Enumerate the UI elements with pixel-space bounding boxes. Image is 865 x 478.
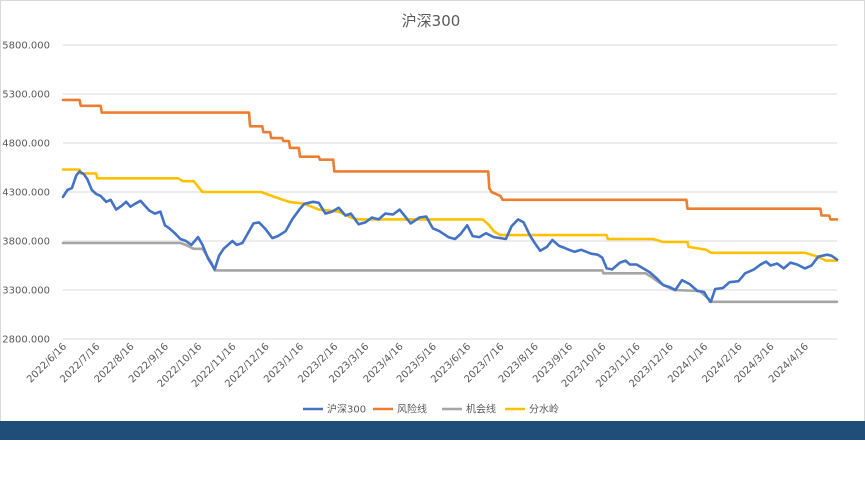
y-tick-label: 5300.000: [2, 90, 50, 101]
series-line-3: [61, 168, 839, 262]
series-line-1: [61, 98, 839, 221]
legend-label: 风险线: [397, 403, 427, 416]
series-line-0: [61, 170, 839, 304]
legend-label: 沪深300: [327, 403, 366, 416]
chart-title: 沪深300: [402, 12, 461, 30]
chart-legend: 沪深300 风险线 机会线 分水岭: [303, 403, 559, 416]
chart-frame: 沪深300 2800.000 3300.000 3800.000 4300.000 48…: [0, 0, 865, 422]
source-footer: 数据来源：wind，盈米基金， 2022/6/16 - 2024/5/15: [0, 421, 865, 475]
chart-canvas: 沪深300 2800.000 3300.000 3800.000 4300.000 48…: [2, 12, 839, 416]
y-tick-label: 4800.000: [2, 139, 50, 150]
y-tick-label: 3800.000: [2, 237, 50, 248]
x-axis-ticks: 2022/6/162022/7/162022/8/162022/9/162022…: [25, 341, 811, 390]
series-lines: [61, 98, 839, 304]
y-axis-ticks: 2800.000 3300.000 3800.000 4300.000 4800.000…: [2, 41, 50, 346]
y-tick-label: 5800.000: [2, 41, 50, 52]
y-tick-label: 4300.000: [2, 188, 50, 199]
source-note: 数据来源：wind，盈米基金，: [4, 442, 165, 456]
date-range: 2022/6/16 - 2024/5/15: [262, 461, 413, 475]
y-tick-label: 3300.000: [2, 286, 50, 297]
legend-label: 机会线: [466, 403, 496, 416]
y-tick-label: 2800.000: [2, 335, 50, 346]
grid-lines: [63, 44, 837, 340]
legend-label: 分水岭: [529, 403, 559, 416]
